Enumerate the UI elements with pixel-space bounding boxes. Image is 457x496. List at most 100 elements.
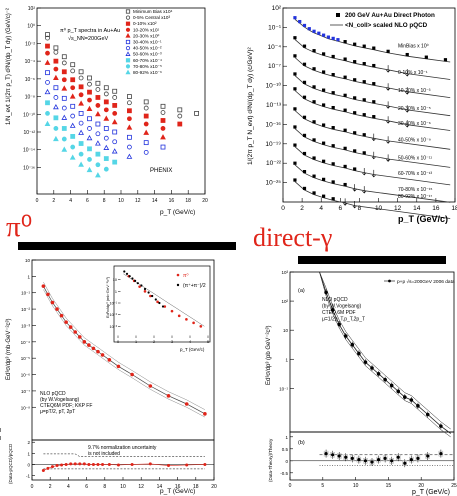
data-point [337, 322, 342, 327]
y-tick-label: 10⁻¹ [21, 291, 30, 296]
y-tick-label: 10⁻⁵ [21, 356, 30, 361]
data-point [322, 88, 326, 92]
inset-point [149, 294, 152, 298]
ratio-point [396, 455, 400, 459]
data-point [326, 35, 330, 39]
data-point [363, 360, 368, 364]
pqcd-curve [43, 281, 206, 410]
x-tick-label: 3 [171, 340, 173, 344]
y-tick-label: 10 [113, 278, 117, 282]
x-tick-label: 15 [386, 483, 392, 489]
data-point [68, 325, 73, 329]
legend-marker [125, 33, 131, 38]
systematic-box [363, 458, 368, 464]
data-point [70, 62, 76, 68]
data-point [59, 313, 64, 318]
data-point [322, 103, 326, 107]
panel-annotation: PHENIX [150, 168, 172, 174]
inset-point [143, 287, 147, 291]
inset-point [134, 279, 137, 282]
data-point [396, 389, 401, 394]
data-point [107, 358, 112, 362]
ratio-point [416, 456, 420, 460]
data-point [425, 412, 430, 417]
data-point [143, 140, 149, 146]
data-point [61, 77, 67, 83]
chart-pi0-spectra: 0 2 4 6 8 10 12 14 16 18 20 10² 10⁰ 10⁻² 10⁻⁴ 10⁻⁶ 10⁻⁸ 1… [6, 6, 208, 216]
y-tick-label: 10⁻³ [110, 325, 118, 329]
data-point [331, 54, 335, 59]
x-axis-label: p_T (GeV/c) [398, 214, 448, 224]
data-point [112, 111, 118, 116]
inset-point [158, 301, 161, 305]
data-point [331, 105, 335, 110]
nlo-curve [319, 271, 451, 430]
legend-entry: π⁰ [183, 273, 188, 279]
data-point [61, 126, 67, 131]
y-tick-label: 0 [285, 459, 288, 464]
ratio-point [344, 455, 348, 459]
inset-x-label: p_T (GeV/c) [180, 347, 205, 352]
legend-entry: Minimum Bias x10⁴ [133, 9, 173, 14]
x-tick-label: 20 [418, 483, 424, 489]
x-tick-label: 10 [120, 484, 126, 490]
pqcd-curve [43, 289, 206, 418]
data-point [353, 131, 357, 135]
inset-point [128, 275, 131, 278]
y-tick-label: 10⁻⁶ [21, 373, 30, 378]
data-point [177, 121, 183, 127]
x-tick-label: 14 [413, 205, 421, 212]
data-point [78, 151, 84, 157]
inset-y-label: Ed³σ/dp³ (mb·GeV⁻²c³) [105, 276, 110, 318]
legend-entry: 200 GeV Au+Au Direct Photon [345, 12, 435, 19]
data-point [302, 151, 307, 156]
curve-label: 60-70% x 10⁻¹³ [398, 171, 432, 177]
ratio-point [350, 456, 354, 460]
data-point [148, 384, 153, 388]
inset-point [125, 272, 129, 275]
ratio-frame [289, 431, 455, 481]
data-point [44, 88, 51, 95]
data-point [95, 103, 101, 108]
data-point [353, 60, 357, 64]
y-tick-label: 10⁻¹ [110, 302, 118, 306]
data-point [69, 93, 76, 99]
x-tick-label: 0 [289, 483, 292, 489]
data-point [95, 140, 101, 146]
data-point [160, 144, 166, 150]
data-point [87, 81, 92, 87]
data-point [376, 372, 381, 376]
legend-entry: p+p √s=200GeV 2006 data [397, 279, 455, 285]
x-tick-label: 18 [193, 484, 199, 490]
data-point [143, 99, 149, 105]
y-axis-label: 1/(2π p_T N_evt) d²N/(dp_T dy) (c/GeV)² [247, 46, 254, 165]
data-point [362, 133, 366, 137]
inset-curve [123, 273, 205, 327]
data-point [343, 334, 348, 338]
ratio-point [78, 462, 82, 466]
systematic-box [402, 460, 407, 466]
data-point [322, 177, 326, 181]
data-point [362, 44, 366, 48]
legend-entry: <N_coll> scaled NLO pQCD [345, 22, 428, 29]
data-point [184, 402, 189, 406]
ratio-point [324, 452, 328, 456]
ratio-point [107, 462, 111, 466]
x-tick-label: 16 [175, 484, 181, 490]
inset-point [123, 270, 126, 273]
x-tick-label: 4 [69, 198, 72, 204]
legend-entry: 30-40% x10⁻¹ [133, 40, 162, 45]
legend-entry: 0-5% Central x10³ [133, 15, 170, 20]
y-tick-label: 10⁻⁴ [268, 44, 282, 51]
data-point [64, 320, 68, 324]
y-tick-label: 10 [25, 258, 31, 263]
curve-label: 20-30% x 10⁻⁵ [398, 106, 431, 112]
data-point [293, 143, 297, 147]
data-point [44, 59, 51, 65]
data-point [45, 50, 50, 56]
data-point [203, 412, 207, 416]
upper-limit-arrow [405, 105, 410, 113]
y-tick-label: 10⁻⁸ [25, 95, 35, 101]
ratio-point [41, 469, 45, 473]
data-point [302, 44, 307, 48]
